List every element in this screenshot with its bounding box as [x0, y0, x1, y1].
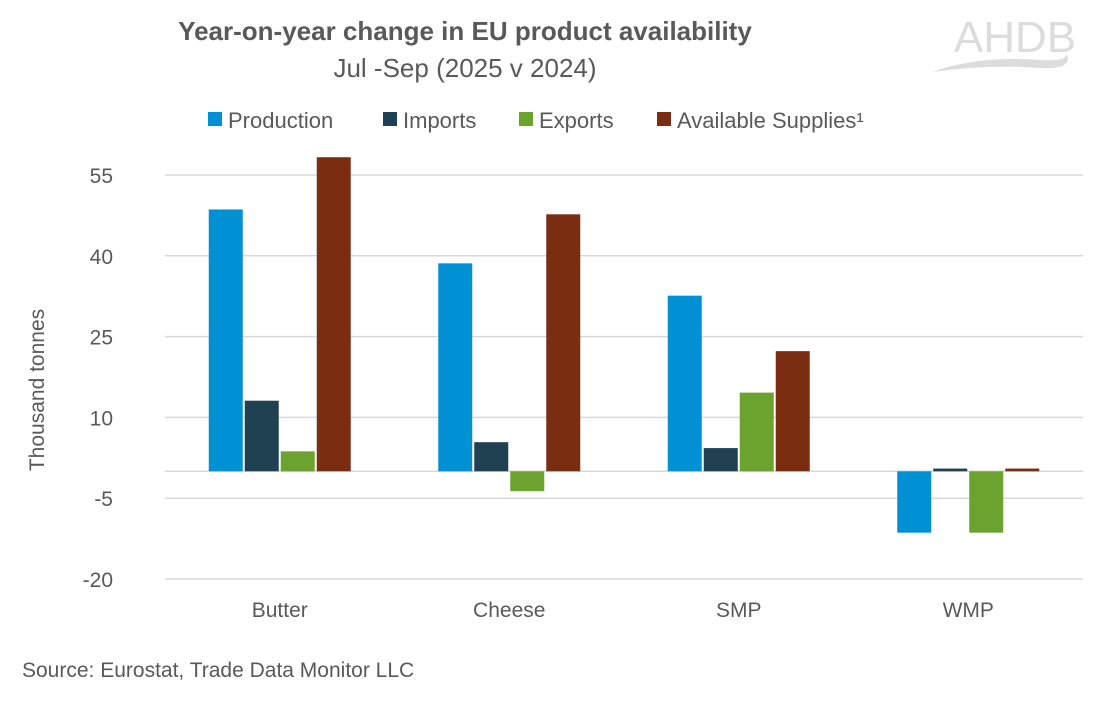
y-tick-label: 10: [90, 407, 113, 430]
legend-label: Production: [228, 108, 333, 133]
bar-butter-exports: [280, 451, 315, 472]
bar-cheese-production: [438, 263, 473, 472]
y-tick-label: -20: [83, 569, 113, 592]
y-axis-label: Thousand tonnes: [26, 309, 49, 471]
bar-cheese-imports: [474, 442, 509, 472]
x-tick-label: WMP: [943, 599, 994, 622]
x-tick-label: Cheese: [473, 599, 545, 622]
bar-smp-exports: [739, 392, 774, 472]
bar-butter-production: [208, 209, 243, 472]
svg-text:AHDB: AHDB: [954, 13, 1076, 62]
bar-smp-imports: [703, 448, 738, 472]
legend-swatch: [657, 112, 671, 126]
y-tick-label: -5: [94, 488, 113, 511]
bar-wmp-exports: [969, 471, 1004, 533]
y-tick-label: 55: [90, 165, 113, 188]
chart-title: Year-on-year change in EU product availa…: [178, 16, 752, 46]
x-tick-label: Butter: [252, 599, 308, 622]
bar-wmp-imports: [933, 468, 968, 472]
bar-cheese-available-supplies: [546, 214, 581, 472]
bar-smp-available-supplies: [775, 351, 810, 472]
source-note: Source: Eurostat, Trade Data Monitor LLC: [22, 659, 414, 682]
legend-label: Exports: [539, 108, 614, 133]
bar-wmp-production: [897, 471, 932, 533]
legend-swatch: [383, 112, 397, 126]
legend-swatch: [208, 112, 222, 126]
ahdb-logo: AHDB: [932, 13, 1076, 72]
y-tick-label: 40: [90, 246, 113, 269]
y-tick-label: 25: [90, 327, 113, 350]
x-tick-label: SMP: [716, 599, 762, 622]
bar-butter-available-supplies: [316, 157, 351, 472]
chart-subtitle: Jul -Sep (2025 v 2024): [333, 53, 596, 83]
legend-swatch: [519, 112, 533, 126]
legend-label: Available Supplies¹: [677, 108, 864, 133]
bar-wmp-available-supplies: [1005, 468, 1040, 472]
bar-cheese-exports: [510, 471, 545, 492]
legend: Production Imports Exports Available Suppli…: [208, 108, 864, 133]
bar-smp-production: [667, 295, 702, 472]
legend-label: Imports: [403, 108, 476, 133]
bar-butter-imports: [244, 400, 279, 472]
